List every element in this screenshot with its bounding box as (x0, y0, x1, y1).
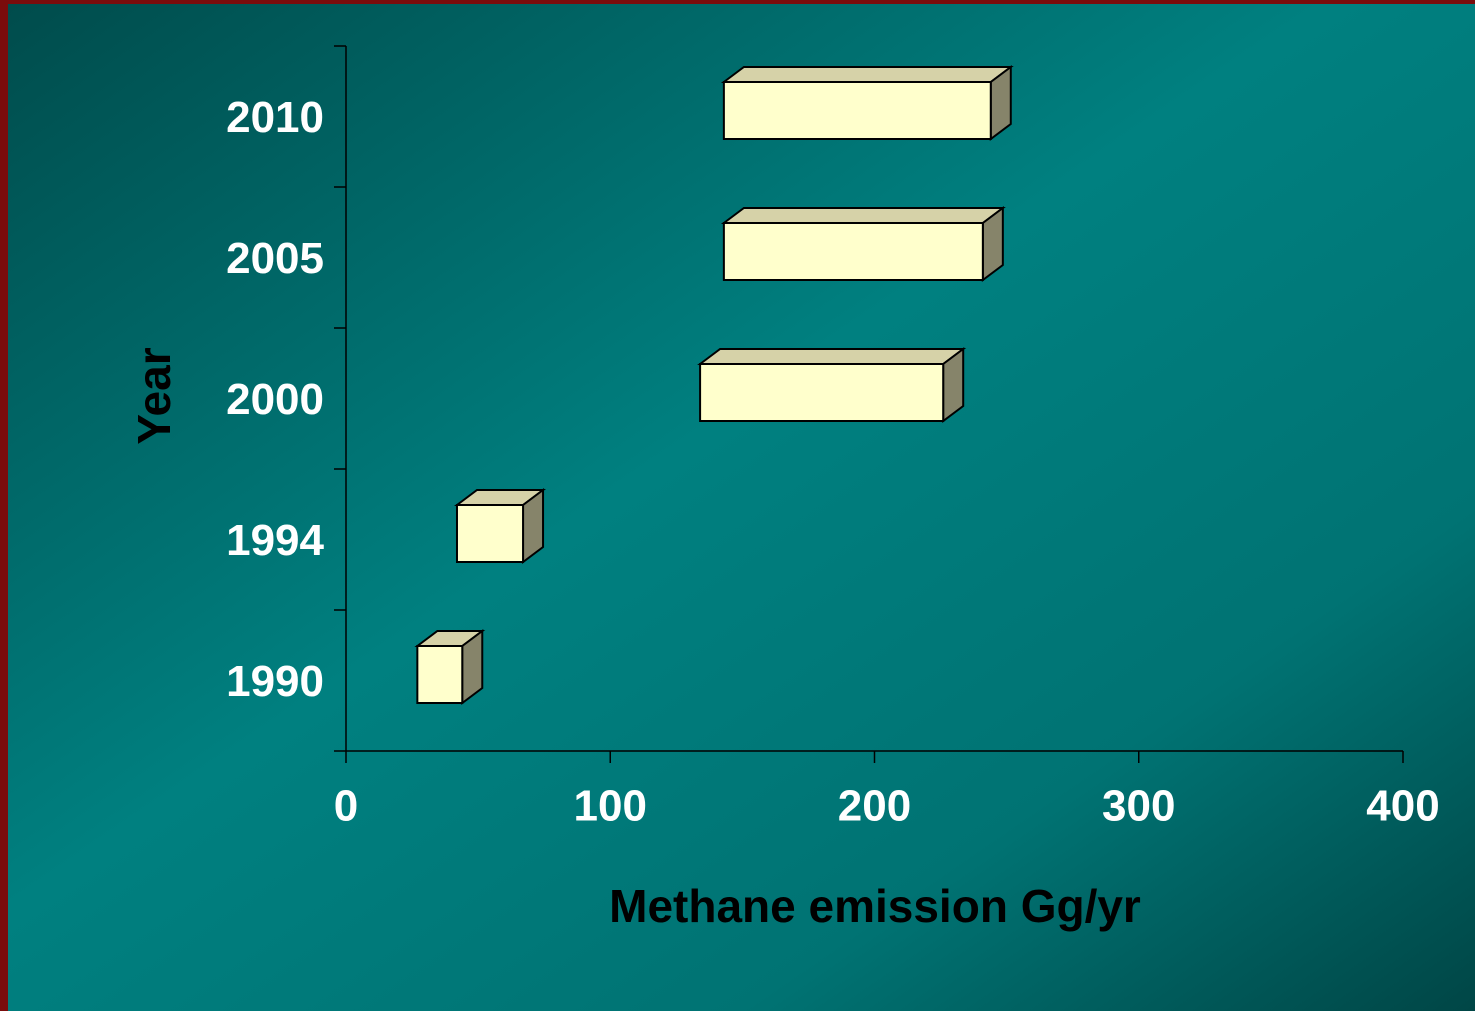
x-tick-label: 0 (334, 782, 358, 831)
bar-top (720, 207, 1006, 224)
bar-front (416, 645, 464, 704)
bar-front (699, 363, 945, 422)
bar-front (722, 222, 984, 281)
bar (720, 206, 1006, 282)
y-axis-label: Year (128, 347, 180, 444)
x-tick-label: 200 (838, 782, 911, 831)
bar (453, 488, 547, 564)
bar-top (697, 348, 967, 365)
x-tick-label: 100 (574, 782, 647, 831)
y-tick-label: 1990 (226, 657, 324, 706)
background (8, 4, 1475, 1011)
y-tick-label: 2005 (226, 234, 324, 283)
bar (720, 65, 1014, 141)
bar-front (722, 81, 992, 140)
y-tick-label: 2010 (226, 93, 324, 142)
bar (414, 629, 486, 705)
x-tick-label: 400 (1366, 782, 1439, 831)
y-tick-label: 1994 (226, 516, 324, 565)
y-tick-label: 2000 (226, 375, 324, 424)
x-axis-label: Methane emission Gg/yr (609, 880, 1141, 932)
x-tick-label: 300 (1102, 782, 1175, 831)
bar-top (720, 66, 1014, 83)
bar (697, 347, 967, 423)
bar-front (455, 504, 525, 563)
